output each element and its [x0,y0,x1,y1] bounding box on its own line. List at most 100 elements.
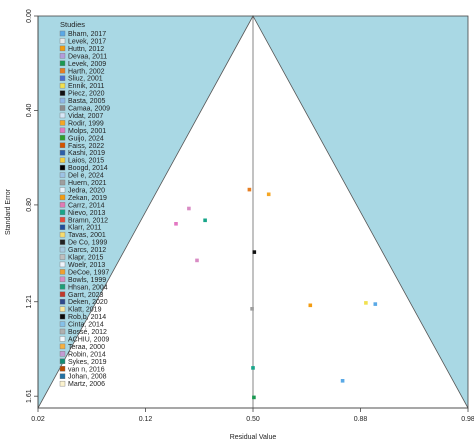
legend-swatch [59,291,66,297]
legend-swatch [59,231,66,238]
data-point [251,366,255,370]
y-tick-label: 0.40 [26,104,33,118]
legend-swatch [59,112,66,119]
legend-entry-label: Sliuz, 2001 [68,76,103,83]
legend-entry-label: Sykes, 2019 [68,359,107,366]
legend-entry-label: Tavas, 2001 [68,232,106,239]
legend-swatch [59,164,66,171]
legend-swatch [59,261,66,268]
legend-swatch [59,224,66,230]
legend-swatch [59,336,66,342]
legend-entry-label: Garrt, 2023 [68,292,104,299]
y-axis: 0.00 0.40 0.80 1.21 1.61 [26,9,39,408]
y-tick-label: 0.80 [26,198,33,212]
legend-entry-label: Martz, 2006 [68,381,105,388]
x-tick-label: 0.12 [139,416,153,423]
legend-entry-label: Ennik, 2011 [68,83,105,90]
legend-entry-label: Molps, 2001 [68,128,106,135]
data-point [373,302,378,306]
legend-swatch [59,343,66,350]
data-point [187,206,191,211]
legend-title: Studies [60,20,85,29]
legend-entry-label: Kashi, 2019 [68,150,105,157]
legend-entry-label: Levek, 2017 [68,38,106,45]
data-point [247,187,252,192]
legend-entry-label: Deken, 2020 [68,299,108,306]
y-tick-label: 1.61 [26,389,33,403]
legend-swatch [59,366,66,372]
legend-swatch [59,194,66,201]
legend-entry-label: Camaa, 2009 [68,106,110,113]
legend-entry-label: De Co, 1999 [68,240,107,247]
legend-swatch [59,269,66,275]
legend-swatch [59,127,66,134]
legend-entry-label: Huttn, 2012 [68,46,104,53]
legend-swatch [59,149,66,156]
legend-swatch [59,172,66,178]
legend-swatch [59,157,66,163]
data-point [174,222,178,226]
legend-swatch [59,75,66,81]
x-tick-label: 0.88 [354,416,368,423]
legend-entry-label: ACHIU, 2009 [68,336,109,343]
legend-swatch [59,53,66,59]
legend-entry-label: Garcs, 2012 [68,247,106,254]
legend-entry-label: Harth, 2002 [68,68,105,75]
legend-swatch [59,135,66,141]
legend-entry-label: Bharn, 2017 [68,31,106,38]
data-point [308,303,313,308]
legend-swatch [59,82,66,89]
legend-swatch [59,284,66,290]
legend-entry-label: Woelr, 2013 [68,262,105,269]
legend-swatch [59,97,66,104]
legend-swatch [59,239,66,245]
legend-entry-label: Bossé, 2012 [68,329,107,336]
legend-entry-label: Jedra, 2020 [68,187,105,194]
legend-swatch [59,246,66,253]
legend-swatch [59,68,66,74]
legend-entry-label: Bowls, 1999 [68,277,106,284]
x-axis-title: Residual Value [230,434,277,441]
legend-entry-label: Guijo, 2024 [68,135,104,142]
legend-entry-label: Basta, 2005 [68,98,105,105]
legend-swatch [59,38,66,44]
legend-swatch [59,306,66,312]
legend-entry-label: Zekan, 2019 [68,195,107,202]
legend-entry-label: Devaa, 2011 [68,53,107,60]
x-tick-label: 0.50 [246,416,260,423]
data-point [266,192,271,197]
data-point [252,395,256,400]
legend-swatch [59,30,66,37]
legend-swatch [59,380,66,387]
legend-swatch [59,202,66,208]
legend-swatch [59,179,66,186]
legend-entry-label: Bramn, 2012 [68,217,108,224]
legend-swatch [59,373,66,379]
legend-swatch [59,328,66,335]
x-axis: 0.02 0.12 0.50 0.88 0.98 [31,408,474,423]
legend-entry-label: Rodir, 1999 [68,120,104,127]
y-tick-label: 0.00 [26,9,33,23]
legend-swatch [59,276,66,283]
legend-entry-label: Vidat, 2007 [68,113,103,120]
x-tick-label: 0.98 [461,416,474,423]
legend-swatch [59,120,66,126]
legend-entry-label: Johan, 2008 [68,374,107,381]
legend-entry-label: DeCoe, 1997 [68,269,109,276]
legend-entry-label: Klapr, 2015 [68,255,104,262]
legend-entry-label: Teraa, 2000 [68,344,105,351]
legend-swatch [59,217,66,223]
legend-entry-label: Klatt, 2019 [68,307,102,314]
legend-entry-label: van n, 2016 [68,366,105,373]
legend-entry-label: Carrz, 2014 [68,202,105,209]
legend-swatch [59,299,66,305]
legend-swatch [59,313,66,320]
legend-swatch [59,358,66,364]
legend-swatch [59,142,66,148]
data-point [195,258,199,263]
data-point [340,379,345,383]
y-tick-label: 1.21 [26,295,33,309]
legend-swatch [59,45,66,52]
legend-swatch [59,351,66,357]
